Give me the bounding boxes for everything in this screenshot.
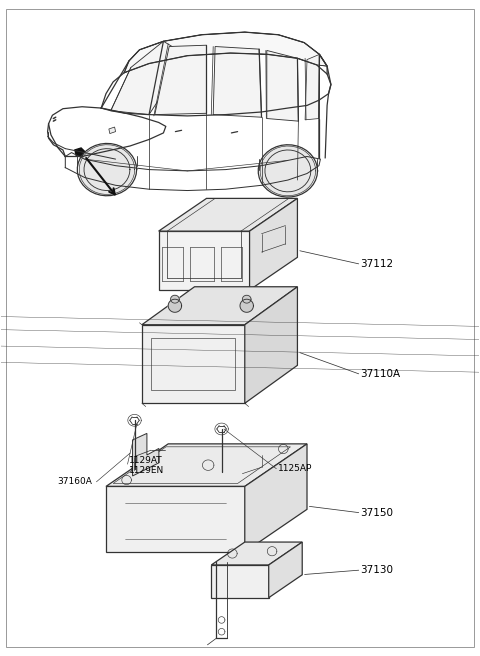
Polygon shape xyxy=(158,198,298,231)
Polygon shape xyxy=(305,54,320,120)
Polygon shape xyxy=(211,565,269,598)
Polygon shape xyxy=(242,295,251,303)
Text: 37112: 37112 xyxy=(360,259,394,269)
Polygon shape xyxy=(106,444,307,486)
Polygon shape xyxy=(250,198,298,290)
Polygon shape xyxy=(267,51,299,121)
Polygon shape xyxy=(124,32,327,73)
Polygon shape xyxy=(260,146,316,195)
Polygon shape xyxy=(106,486,245,552)
Text: 37150: 37150 xyxy=(360,508,394,518)
Polygon shape xyxy=(155,45,206,115)
Polygon shape xyxy=(158,231,250,290)
Polygon shape xyxy=(245,444,307,552)
Text: 1129EN: 1129EN xyxy=(129,466,164,475)
Polygon shape xyxy=(240,299,253,312)
Text: 1129AT: 1129AT xyxy=(129,456,163,464)
Polygon shape xyxy=(142,325,245,403)
Polygon shape xyxy=(213,47,262,117)
Polygon shape xyxy=(111,41,187,115)
Polygon shape xyxy=(168,299,181,312)
Polygon shape xyxy=(79,145,135,194)
Text: 1125AP: 1125AP xyxy=(278,464,312,473)
Text: 37110A: 37110A xyxy=(360,369,401,379)
Polygon shape xyxy=(269,542,302,598)
Polygon shape xyxy=(170,295,179,303)
Polygon shape xyxy=(142,287,298,325)
Polygon shape xyxy=(109,127,116,134)
Text: 37160A: 37160A xyxy=(58,478,93,486)
Polygon shape xyxy=(245,287,298,403)
Polygon shape xyxy=(75,148,84,156)
Polygon shape xyxy=(211,542,302,565)
Polygon shape xyxy=(132,434,159,476)
Text: 37130: 37130 xyxy=(360,565,394,575)
